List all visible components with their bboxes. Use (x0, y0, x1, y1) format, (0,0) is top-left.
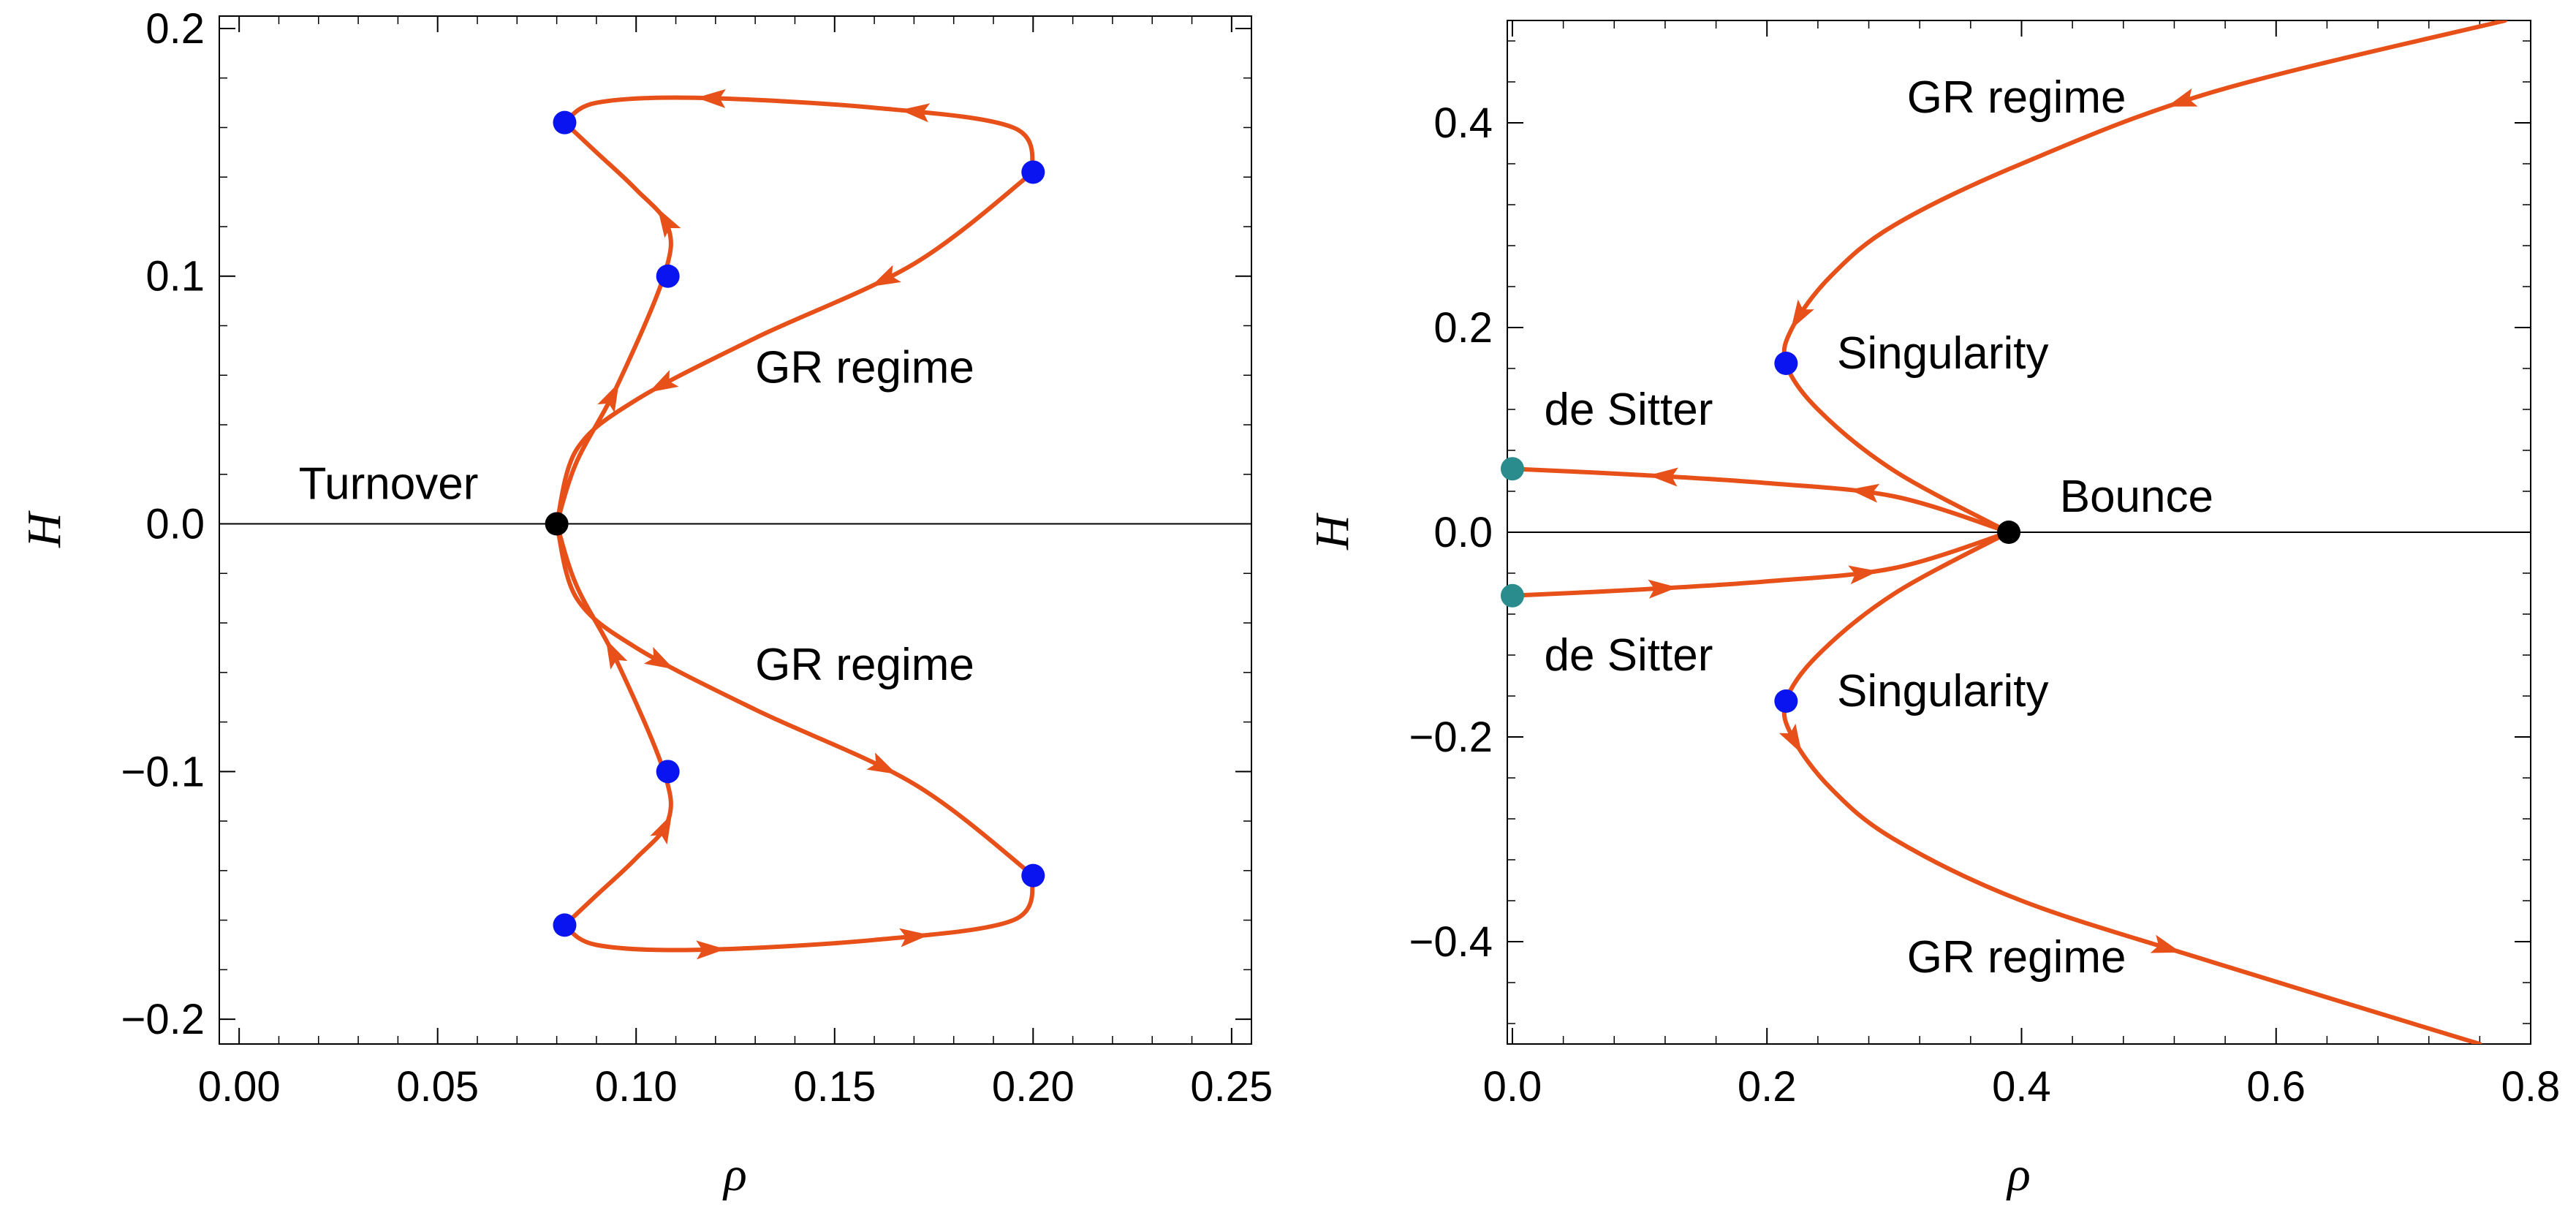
point-lower-right (1021, 863, 1045, 888)
x-axis-label: ρ (2006, 1148, 2031, 1201)
point-upper-left (553, 110, 577, 135)
arrowhead (866, 752, 897, 774)
arrowhead (643, 646, 675, 670)
y-tick-label: −0.2 (1409, 714, 1493, 761)
right-panel: 0.0 0.2 0.4 0.6 0.8 −0.4 −0.2 0.0 0.2 0.4 ρ H GR reg… (1306, 20, 2560, 1201)
series-line (554, 170, 1036, 526)
annotation: GR regime (755, 342, 974, 393)
point-desitter-lower (1500, 583, 1524, 608)
annotation: GR regime (755, 640, 974, 690)
annotation: GR regime (1907, 932, 2126, 983)
arrowhead (2150, 934, 2181, 953)
y-tick-label: −0.4 (1409, 918, 1493, 966)
arrowhead (1849, 483, 1880, 503)
annotation: Singularity (1837, 328, 2048, 379)
left-panel: 0.00 0.05 0.10 0.15 0.20 0.25 −0.2 −0.1 0.0 0.1 0.… (18, 5, 1273, 1201)
x-tick-label: 0.8 (2501, 1063, 2561, 1111)
x-tick-label: 0.10 (595, 1063, 678, 1111)
plot-frame (219, 15, 1252, 1045)
arrowhead (1778, 723, 1802, 754)
y-tick-label: −0.1 (121, 748, 205, 795)
arrowhead (1848, 565, 1879, 585)
series-line (554, 521, 673, 928)
series-line (1510, 466, 2012, 534)
point-singularity-upper (1774, 352, 1798, 375)
y-tick-label: 0.2 (145, 5, 205, 53)
arrowhead (696, 88, 726, 108)
arrowhead (605, 639, 628, 670)
series-line (1781, 530, 2482, 1044)
arrowhead (871, 265, 901, 287)
point-lower-left (553, 913, 577, 937)
x-tick-label: 0.00 (198, 1063, 281, 1111)
point-upper-right (1021, 160, 1045, 184)
series-line (562, 95, 1036, 175)
y-tick-label: 0.2 (1433, 304, 1493, 352)
series-line (554, 521, 1036, 878)
y-tick-label: 0.4 (1433, 99, 1493, 147)
y-tick-label: 0.1 (145, 253, 205, 300)
series-line (1510, 530, 2012, 598)
arrowhead (648, 370, 679, 393)
annotation: Bounce (2060, 472, 2213, 522)
point-singularity-lower (1774, 689, 1798, 713)
x-tick-label: 0.6 (2246, 1063, 2306, 1111)
x-tick-label: 0.20 (992, 1063, 1075, 1111)
x-tick-label: 0.05 (396, 1063, 479, 1111)
y-tick-label: 0.0 (1433, 509, 1493, 556)
point-bounce (1997, 521, 2021, 544)
arrowhead (696, 940, 726, 960)
y-axis-label: H (1306, 512, 1359, 551)
arrowhead (597, 382, 619, 413)
point-upper-mid (656, 264, 680, 288)
y-tick-label: 0.0 (145, 501, 205, 548)
annotation: Singularity (1837, 666, 2048, 716)
arrowhead (900, 103, 931, 123)
point-turnover (545, 512, 569, 536)
annotation: Turnover (299, 459, 479, 510)
x-tick-label: 0.4 (1992, 1063, 2051, 1111)
arrowhead (1790, 299, 1814, 330)
arrowhead (657, 208, 681, 238)
series-line (562, 873, 1036, 953)
x-tick-label: 0.25 (1190, 1063, 1273, 1111)
arrowhead (650, 814, 673, 845)
plot-area (1510, 20, 2508, 1044)
x-tick-label: 0.2 (1738, 1063, 1797, 1111)
y-axis-label: H (18, 510, 71, 548)
arrowhead (2167, 88, 2198, 107)
point-desitter-upper (1500, 457, 1524, 481)
annotation: GR regime (1907, 72, 2126, 123)
arrowhead (899, 928, 930, 947)
x-axis-label: ρ (722, 1148, 747, 1201)
x-tick-label: 0.0 (1483, 1063, 1542, 1111)
series-line (1781, 20, 2508, 534)
series-line (554, 120, 673, 526)
point-lower-mid (656, 760, 680, 784)
y-tick-label: −0.2 (121, 996, 205, 1043)
arrowhead (1648, 579, 1678, 599)
arrowhead (1648, 467, 1678, 487)
annotation: de Sitter (1544, 385, 1713, 435)
annotation: de Sitter (1544, 630, 1713, 681)
x-tick-label: 0.15 (793, 1063, 876, 1111)
